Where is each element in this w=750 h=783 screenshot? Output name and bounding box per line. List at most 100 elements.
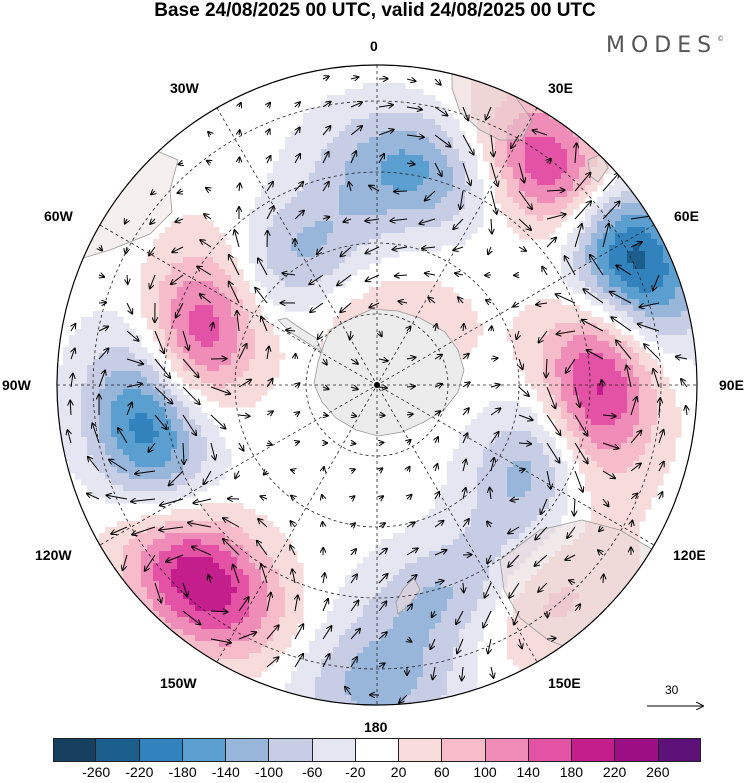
field-cell [309, 251, 316, 258]
field-cell [537, 383, 544, 390]
field-cell [537, 503, 544, 510]
field-cell [63, 389, 70, 396]
field-cell [525, 377, 532, 384]
field-cell [477, 503, 484, 510]
field-cell [549, 449, 556, 456]
field-cell [447, 515, 454, 522]
field-cell [405, 575, 412, 582]
field-cell [591, 227, 598, 234]
field-cell [543, 491, 550, 498]
field-cell [129, 329, 136, 336]
field-cell [321, 191, 328, 198]
field-cell [189, 239, 196, 246]
field-cell [291, 149, 298, 156]
field-cell [135, 425, 142, 432]
field-cell [561, 401, 568, 408]
field-cell [621, 341, 628, 348]
field-cell [567, 143, 574, 150]
field-cell [261, 383, 268, 390]
field-cell [561, 317, 568, 324]
field-cell [339, 239, 346, 246]
field-cell [129, 473, 136, 480]
field-cell [117, 419, 124, 426]
field-cell [387, 299, 394, 306]
field-cell [627, 509, 634, 516]
field-cell [315, 155, 322, 162]
field-cell [105, 371, 112, 378]
field-cell [489, 431, 496, 438]
field-cell [219, 461, 226, 468]
field-cell [555, 377, 562, 384]
field-cell [147, 485, 154, 492]
field-cell [519, 479, 526, 486]
field-cell [633, 485, 640, 492]
field-cell [165, 461, 172, 468]
field-cell [375, 563, 382, 570]
field-cell [147, 323, 154, 330]
field-cell [111, 473, 118, 480]
field-cell [627, 269, 634, 276]
field-cell [429, 95, 436, 102]
field-cell [375, 215, 382, 222]
field-cell [663, 329, 670, 336]
field-cell [267, 227, 274, 234]
field-cell [525, 341, 532, 348]
field-cell [477, 179, 484, 186]
field-cell [201, 335, 208, 342]
field-cell [237, 515, 244, 522]
field-cell [495, 479, 502, 486]
field-cell [189, 509, 196, 516]
field-cell [231, 353, 238, 360]
field-cell [333, 113, 340, 120]
field-cell [195, 317, 202, 324]
field-cell [429, 539, 436, 546]
field-cell [201, 563, 208, 570]
field-cell [165, 383, 172, 390]
field-cell [567, 341, 574, 348]
field-cell [483, 479, 490, 486]
field-cell [417, 125, 424, 132]
field-cell [279, 209, 286, 216]
field-cell [585, 479, 592, 486]
field-cell [219, 323, 226, 330]
field-cell [543, 431, 550, 438]
field-cell [465, 485, 472, 492]
field-cell [369, 167, 376, 174]
field-cell [87, 407, 94, 414]
field-cell [279, 563, 286, 570]
field-cell [633, 227, 640, 234]
field-cell [627, 425, 634, 432]
field-cell [645, 407, 652, 414]
field-cell [423, 539, 430, 546]
field-cell [123, 335, 130, 342]
field-cell [381, 287, 388, 294]
field-cell [663, 377, 670, 384]
field-cell [645, 245, 652, 252]
field-cell [507, 197, 514, 204]
field-cell [663, 449, 670, 456]
field-cell [423, 533, 430, 540]
field-cell [465, 149, 472, 156]
field-cell [615, 359, 622, 366]
field-cell [483, 155, 490, 162]
field-cell [453, 155, 460, 162]
field-cell [603, 353, 610, 360]
field-cell [393, 569, 400, 576]
field-cell [399, 233, 406, 240]
field-cell [363, 305, 370, 312]
field-cell [369, 149, 376, 156]
field-cell [519, 431, 526, 438]
field-cell [531, 143, 538, 150]
field-cell [267, 263, 274, 270]
field-cell [105, 449, 112, 456]
field-cell [153, 563, 160, 570]
field-cell [459, 509, 466, 516]
field-cell [303, 293, 310, 300]
field-cell [429, 515, 436, 522]
field-cell [549, 359, 556, 366]
field-cell [621, 317, 628, 324]
field-cell [375, 137, 382, 144]
field-cell [549, 389, 556, 396]
field-cell [237, 533, 244, 540]
